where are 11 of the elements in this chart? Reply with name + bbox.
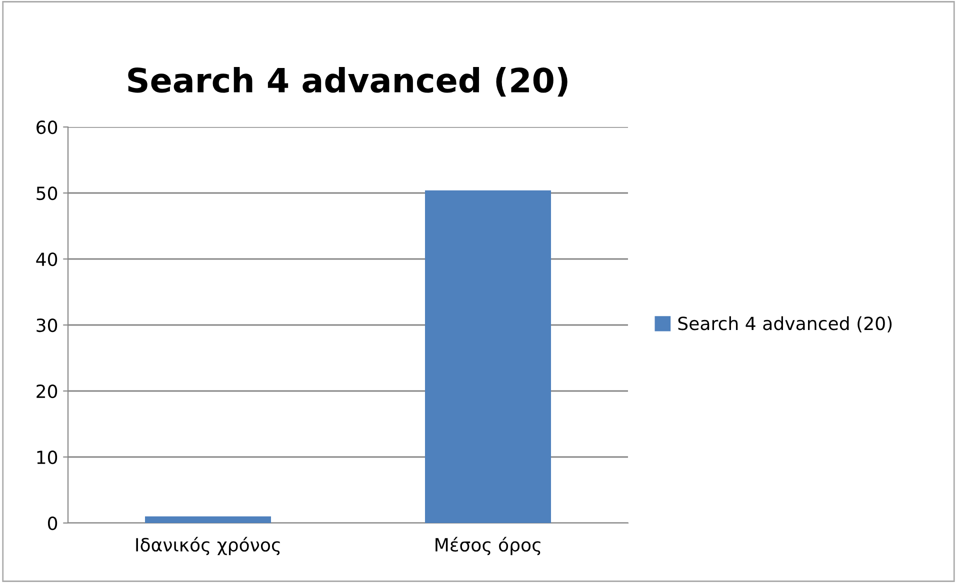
y-tick-label: 20 bbox=[36, 384, 58, 398]
legend-label: Search 4 advanced (20) bbox=[678, 316, 892, 332]
x-tick-label: Μέσος όρος bbox=[436, 536, 540, 556]
y-tick-label: 60 bbox=[36, 120, 58, 134]
y-tick-label: 0 bbox=[48, 516, 58, 530]
y-tick-label: 50 bbox=[36, 186, 58, 200]
y-tick-label: 30 bbox=[36, 318, 58, 332]
x-tick-label: Ιδανικός χρόνος bbox=[136, 536, 280, 556]
y-tick-label: 10 bbox=[37, 450, 58, 464]
chart-title: Search 4 advanced (20) bbox=[128, 66, 568, 97]
y-tick-label: 40 bbox=[36, 252, 58, 266]
